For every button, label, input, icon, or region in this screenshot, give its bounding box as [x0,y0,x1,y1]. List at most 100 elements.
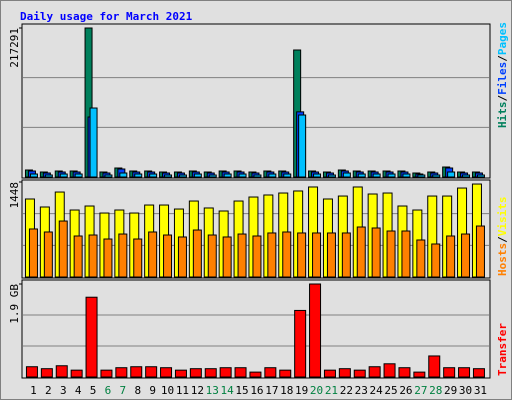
bar [148,231,158,278]
bar [342,172,351,178]
y-tick-label: 1.9 GB [8,284,21,324]
bar [59,173,68,178]
legend-entry: Transfer [496,323,509,376]
x-tick-label: 25 [384,384,397,397]
x-tick-label: 8 [134,384,141,397]
bar [312,232,322,278]
legend-entry: Pages [496,22,509,55]
bar [133,238,143,278]
bar [177,236,187,278]
x-tick-label: 14 [221,384,235,397]
bar [432,174,441,178]
bar [134,173,143,178]
bar [55,365,68,378]
bar [103,238,113,278]
x-tick-label: 19 [295,384,308,397]
legend-entry: Hosts [496,243,509,276]
bar [398,367,411,378]
bar [294,309,307,378]
bar [472,368,485,378]
bar [178,174,187,178]
bar [283,173,292,178]
legend-separator: / [496,55,509,62]
y-tick-label: 1448 [8,182,21,209]
bar [40,368,53,378]
bar [475,225,485,278]
bar [461,233,471,278]
bar [160,367,173,378]
bar [268,173,277,178]
x-tick-label: 1 [30,384,37,397]
bar [353,369,366,378]
bar [446,235,456,278]
x-tick-label: 16 [250,384,263,397]
legend-entry: Hits [496,102,509,129]
bar [164,174,173,178]
x-tick-label: 7 [120,384,127,397]
bar [323,369,336,378]
bar [282,231,292,278]
bar [204,368,217,378]
bar [104,174,113,178]
bar [222,236,232,278]
x-tick-label: 28 [429,384,442,397]
legend-separator: / [496,95,509,102]
bar [402,173,411,178]
x-tick-label: 31 [474,384,487,397]
bar [118,233,128,278]
bar [43,231,53,278]
x-tick-label: 21 [325,384,338,397]
legend: Hits/Files/Pages [496,22,509,128]
bar [174,369,187,378]
panel [21,23,491,179]
bar [383,363,396,378]
legend: Transfer [496,323,509,376]
bar [100,369,113,378]
bar [458,367,471,378]
bar [88,234,98,278]
legend-entry: Visits [496,197,509,237]
bar [73,235,83,278]
x-tick-label: 4 [75,384,82,397]
bar [237,233,247,278]
bar [149,173,158,178]
bar [313,173,322,178]
bar [219,367,232,378]
bar [74,173,83,178]
bar [368,366,381,378]
chart-title: Daily usage for March 2021 [20,10,193,23]
bar [431,243,441,278]
bar [387,173,396,178]
x-tick-label: 30 [459,384,472,397]
x-tick-label: 3 [60,384,67,397]
bar [89,107,98,178]
bar [372,173,381,178]
bar [58,220,68,278]
bar [413,371,426,378]
bar [264,367,277,378]
y-tick-label: 217291 [8,28,21,68]
x-tick-label: 10 [161,384,174,397]
bar [327,174,336,178]
bar [341,232,351,278]
x-tick-label: 11 [176,384,189,397]
bar [115,367,128,378]
x-tick-label: 9 [149,384,156,397]
bar [145,366,158,378]
x-tick-label: 29 [444,384,457,397]
bar [476,174,485,178]
bar [443,367,456,378]
bar [208,174,217,178]
bar [401,230,411,278]
bar [29,173,38,178]
bar [309,283,322,378]
bar [119,172,128,178]
x-tick-label: 6 [105,384,112,397]
panel [21,279,491,379]
bar [249,371,262,378]
legend: Hosts/Visits [496,197,509,277]
bar [192,229,202,278]
bar [279,369,292,378]
bar [298,114,307,178]
bar [252,235,262,278]
